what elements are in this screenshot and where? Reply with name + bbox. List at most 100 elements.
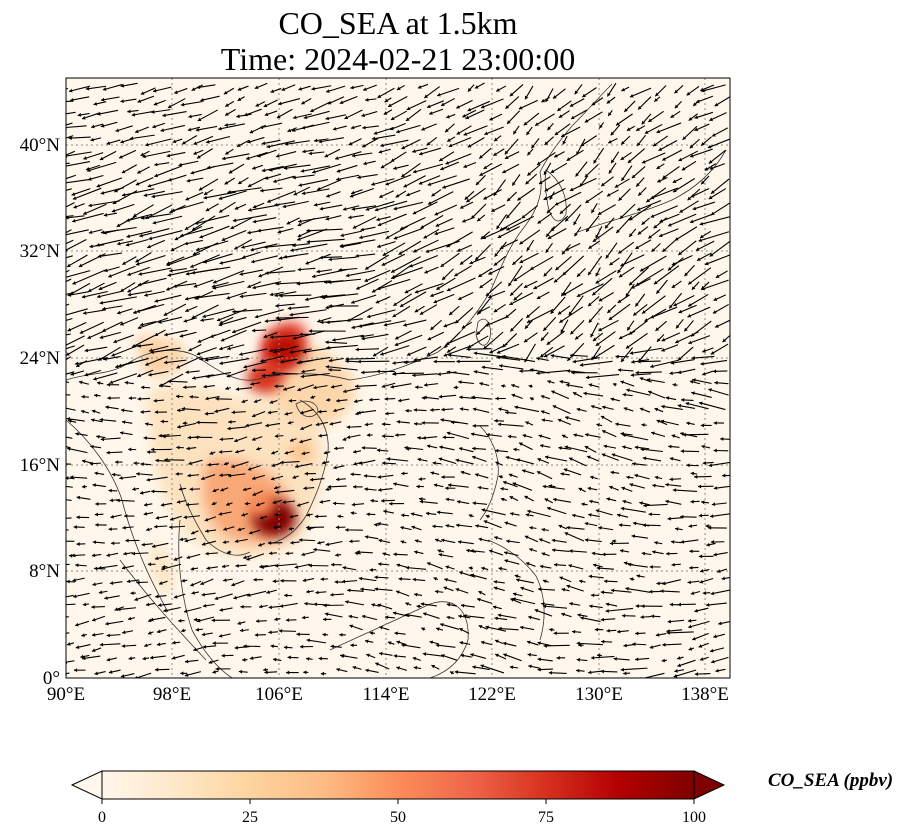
wind-vector-1292 xyxy=(563,468,582,476)
wind-vector-545 xyxy=(709,240,730,257)
wind-vector-785 xyxy=(524,320,533,330)
wind-vector-1257 xyxy=(686,463,699,468)
wind-vector-1552 xyxy=(698,554,714,559)
wind-vector-1834 xyxy=(502,641,517,647)
wind-vector-1269 xyxy=(200,474,216,481)
wind-vector-1244 xyxy=(471,455,487,462)
wind-vector-829 xyxy=(546,330,565,346)
wind-vector-1195 xyxy=(361,445,377,450)
wind-vector-1531 xyxy=(356,550,373,554)
wind-vector-1561 xyxy=(161,563,182,571)
wind-vector-1853 xyxy=(142,656,150,661)
wind-vector-713 xyxy=(713,294,726,302)
wind-vector-1543 xyxy=(551,548,570,553)
wind-vector-422 xyxy=(72,212,104,223)
wind-vector-145 xyxy=(362,125,379,130)
wind-vector-730 xyxy=(289,309,327,317)
wind-vector-632 xyxy=(87,282,105,293)
wind-vector-1788 xyxy=(439,622,460,630)
wind-vector-100 xyxy=(303,110,330,120)
wind-vector-181 xyxy=(261,139,281,146)
wind-vector-1490 xyxy=(378,538,390,544)
wind-vector-606 xyxy=(338,267,358,272)
wind-vector-589 xyxy=(66,270,91,278)
wind-vector-934 xyxy=(205,371,232,379)
wind-vector-1618 xyxy=(412,577,426,582)
wind-vector-155 xyxy=(525,126,533,136)
wind-vector-1196 xyxy=(376,448,389,453)
wind-vector-1393 xyxy=(169,515,182,521)
wind-vector-43 xyxy=(70,96,90,102)
wind-vector-531 xyxy=(494,241,507,257)
wind-vector-1600 xyxy=(126,579,140,584)
wind-vector-1847 xyxy=(709,647,725,653)
wind-vector-1875 xyxy=(494,653,507,660)
wind-vector-1110 xyxy=(346,425,362,430)
wind-vector-623 xyxy=(618,266,635,278)
wind-vector-191 xyxy=(426,137,438,146)
wind-vector-1113 xyxy=(396,419,410,424)
wind-vector-186 xyxy=(348,138,362,146)
wind-vector-1523 xyxy=(242,554,252,560)
wind-vector-1006 xyxy=(692,378,712,385)
wind-vector-123 xyxy=(688,113,698,121)
wind-vector-1388 xyxy=(94,512,104,517)
wind-vector-1095 xyxy=(99,417,117,422)
wind-vector-1335 xyxy=(587,486,598,491)
wind-vector-1870 xyxy=(412,656,421,661)
wind-vector-852 xyxy=(239,348,268,356)
wind-vector-1909 xyxy=(365,668,379,673)
wind-vector-1255 xyxy=(642,456,662,462)
wind-vector-1074 xyxy=(441,407,454,412)
wind-vector-1568 xyxy=(274,563,297,568)
wind-vector-228 xyxy=(334,151,362,161)
wind-vector-875 xyxy=(620,347,634,363)
wind-vector-671 xyxy=(701,279,729,291)
colorbar-tick-50: 50 xyxy=(390,809,406,826)
wind-vector-1167 xyxy=(584,433,601,438)
wind-vector-1862 xyxy=(287,655,299,660)
wind-vector-641 xyxy=(212,280,245,290)
wind-vector-299 xyxy=(135,177,154,186)
wind-vector-1576 xyxy=(405,565,427,570)
wind-vector-375 xyxy=(687,188,701,201)
wind-vector-71 xyxy=(518,99,538,110)
wind-vector-724 xyxy=(202,308,235,319)
wind-vector-1903 xyxy=(264,670,278,675)
wind-vector-1084 xyxy=(601,405,614,410)
wind-vector-1527 xyxy=(301,551,315,557)
wind-vector-1800 xyxy=(635,631,646,636)
wind-vector-1440 xyxy=(248,529,261,535)
wind-vector-1859 xyxy=(242,657,248,662)
wind-vector-1326 xyxy=(445,486,456,491)
wind-vector-1757 xyxy=(621,613,636,618)
wind-vector-1887 xyxy=(677,659,696,668)
wind-vector-554 xyxy=(166,253,201,267)
wind-vector-1023 xyxy=(310,395,316,399)
wind-vector-1320 xyxy=(353,484,363,489)
wind-vector-1192 xyxy=(323,450,331,455)
wind-vector-532 xyxy=(499,239,519,250)
wind-vector-288 xyxy=(631,166,646,179)
wind-vector-1532 xyxy=(382,552,391,556)
wind-vector-106 xyxy=(405,108,422,122)
wind-vector-1662 xyxy=(443,586,454,592)
wind-vector-1465 xyxy=(642,523,661,528)
wind-vector-1330 xyxy=(502,480,518,488)
wind-vector-1199 xyxy=(426,444,438,449)
wind-vector-1688 xyxy=(183,606,202,613)
wind-vector-74 xyxy=(569,98,585,108)
wind-vector-309 xyxy=(292,174,315,180)
wind-vector-800 xyxy=(87,330,105,340)
wind-vector-105 xyxy=(390,110,408,121)
wind-vector-989 xyxy=(423,383,439,387)
wind-vector-412 xyxy=(597,204,616,216)
wind-vector-891 xyxy=(199,355,220,361)
wind-vector-1436 xyxy=(190,530,199,535)
wind-vector-510 xyxy=(147,239,166,249)
wind-vector-1508 xyxy=(670,540,682,544)
wind-vector-612 xyxy=(441,268,454,281)
wind-vector-1098 xyxy=(160,419,169,424)
wind-vector-1168 xyxy=(601,430,617,438)
wind-vector-61 xyxy=(365,97,377,102)
